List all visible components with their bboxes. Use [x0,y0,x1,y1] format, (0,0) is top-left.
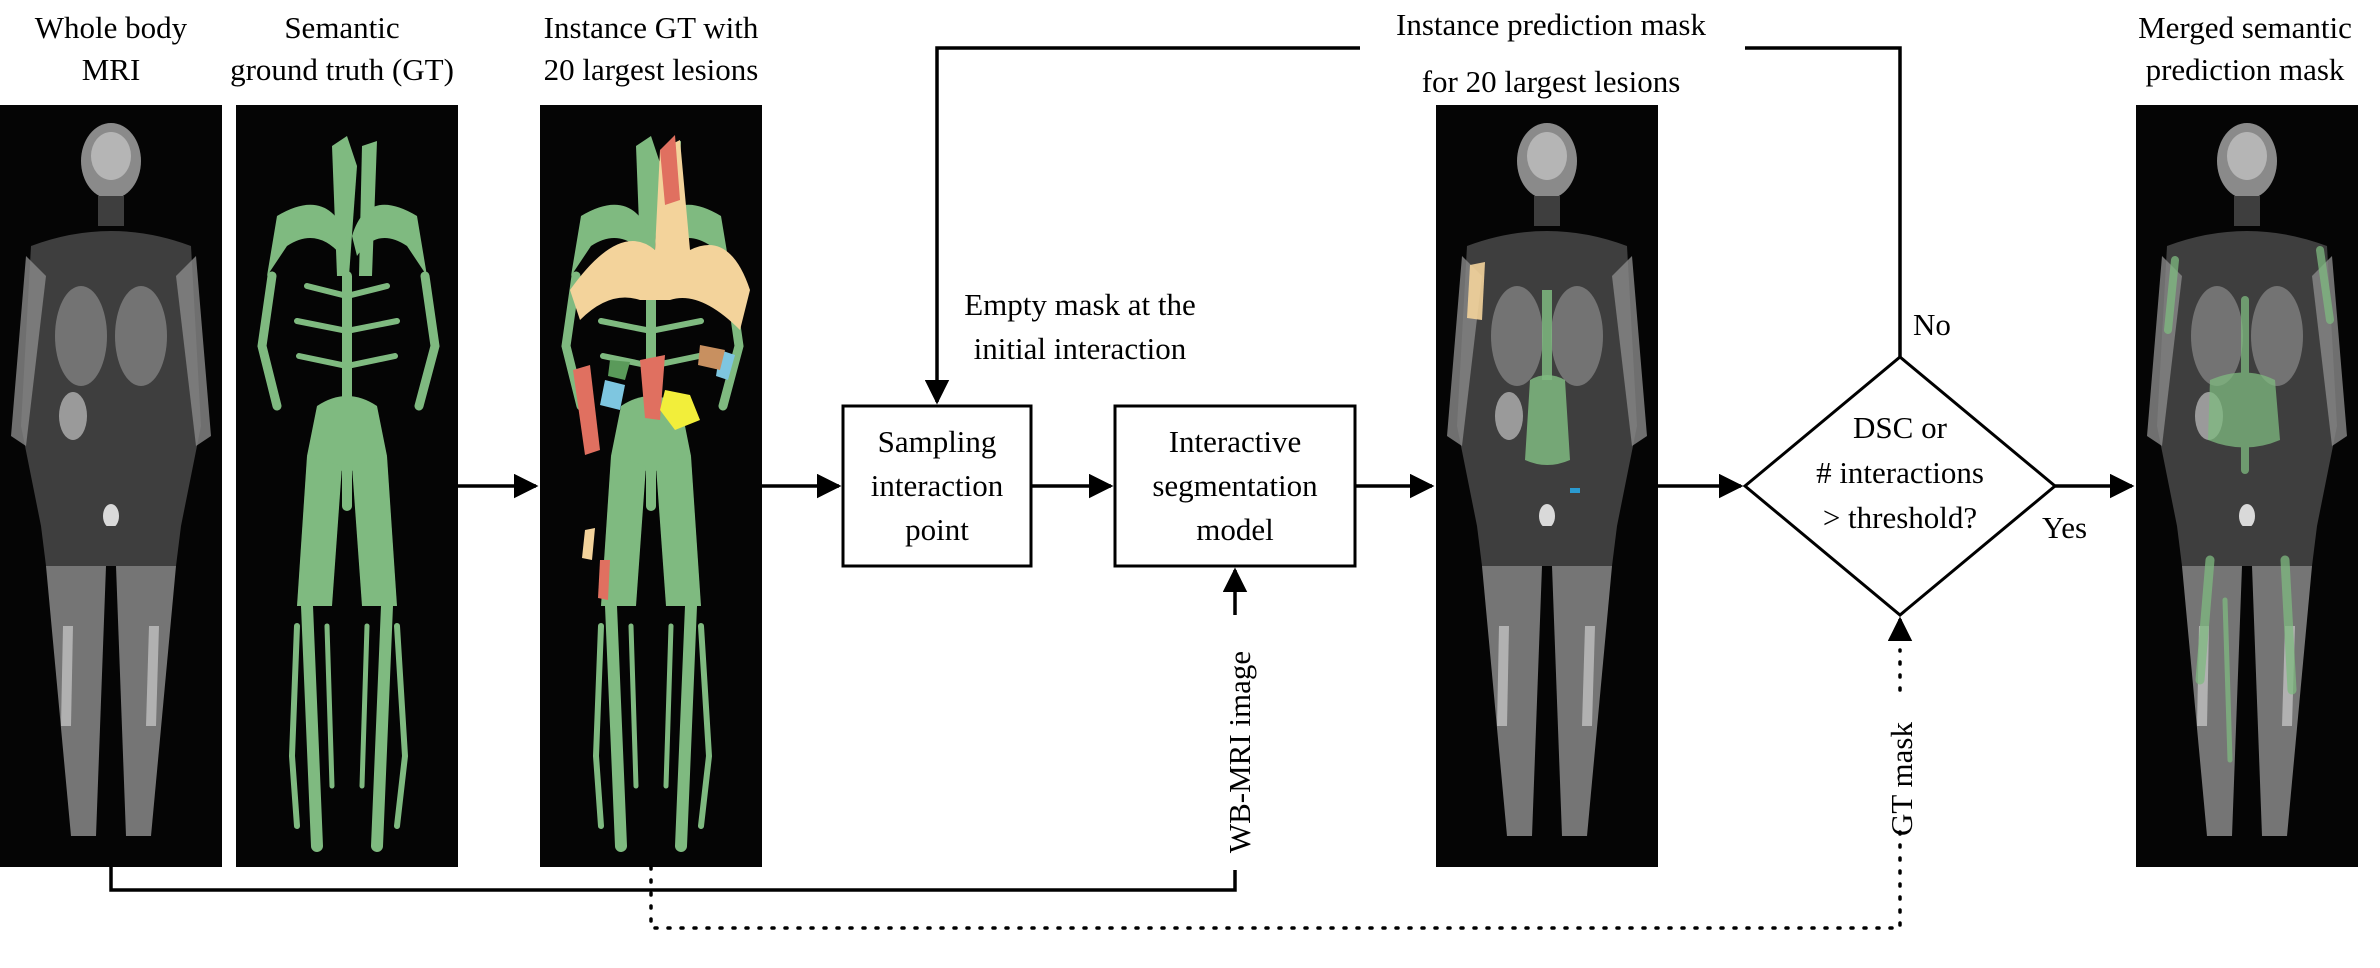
wbmri-label: WB-MRI image [1222,651,1257,853]
model-line3: model [1196,512,1274,547]
mri-title-line2: MRI [82,52,141,87]
pred-lesion-green [1525,375,1570,465]
sampling-line2: interaction [871,468,1004,503]
panel-instance-gt: Instance GT with 20 largest lesions [540,10,762,867]
yes-label: Yes [2042,510,2087,545]
model-box: Interactive segmentation model [1113,404,1357,568]
instance-pred-title-line1: Instance prediction mask [1396,7,1706,42]
model-line1: Interactive [1169,424,1302,459]
merged-pred-green-overlay [2164,246,2334,763]
wbmri-path-bottom [109,867,1237,892]
decision-line1: DSC or [1853,410,1948,445]
panel-semantic-gt: Semantic ground truth (GT) [230,10,458,867]
empty-mask-line1: Empty mask at the [964,287,1196,322]
instance-gt-colored-lesions [570,135,750,600]
loop-no-right [1745,46,1902,357]
merged-pred-title-line2: prediction mask [2146,52,2345,87]
sampling-line3: point [905,512,969,547]
semantic-gt-title-line2: ground truth (GT) [230,52,454,87]
instance-gt-title-line2: 20 largest lesions [544,52,759,87]
decision-line2: # interactions [1816,455,1984,490]
loop-no-left [924,46,1360,405]
pred-lesion-yellow [1467,262,1485,320]
gt-mask-dotted-path [649,823,1902,930]
empty-mask-line2: initial interaction [974,331,1187,366]
gt-mask-label: GT mask [1884,722,1919,836]
pred-lesion-blue [1570,488,1580,493]
instance-gt-title-line1: Instance GT with [544,10,759,45]
panel-merged-pred: Merged semantic prediction mask [2136,10,2358,867]
sampling-line1: Sampling [878,424,997,459]
decision-diamond: DSC or # interactions > threshold? [1742,355,2058,617]
instance-pred-title-line2: for 20 largest lesions [1422,64,1681,99]
decision-line3: > threshold? [1823,500,1977,535]
mri-title-line1: Whole body [35,10,188,45]
sampling-box: Sampling interaction point [841,404,1033,568]
model-line2: segmentation [1152,468,1318,503]
panel-instance-pred: Instance prediction mask for 20 largest … [1396,7,1706,867]
semantic-gt-title-line1: Semantic [284,10,399,45]
no-label: No [1913,307,1951,342]
panel-mri: Whole body MRI [0,10,222,867]
merged-pred-title-line1: Merged semantic [2138,10,2352,45]
pred-lesion-spine [1542,290,1552,380]
